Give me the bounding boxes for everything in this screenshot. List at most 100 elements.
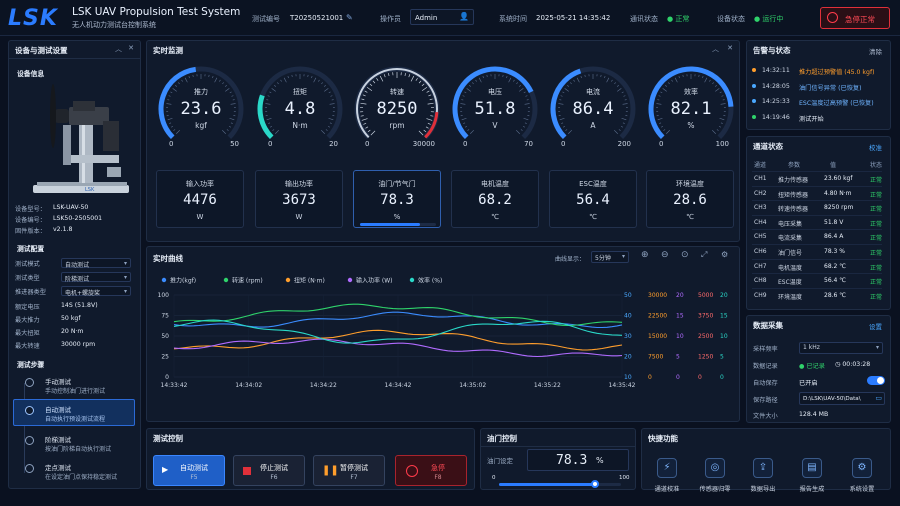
channel-value: 28.6 ℃ [824,291,847,299]
pause-test-button[interactable]: ❚❚ 暂停测试 F7 [313,455,385,486]
play-icon: ▶ [162,465,169,474]
channel-status: 正常 [870,264,883,272]
throttle-slider-handle[interactable] [590,480,599,488]
alarm-message: 油门信号异常 (已恢复) [799,84,862,92]
save-path-field[interactable]: D:\LSK\UAV-50\Data\ ▭ [799,392,885,405]
gauge-value: 8250 [376,99,418,119]
settings-icon[interactable]: ⚙ [721,250,729,259]
gauge-1: 扭矩 4.8 N·m 0 20 [254,63,346,155]
collapse-icon[interactable]: ︿ [115,45,122,53]
report-button[interactable]: ▤ 报告生成 [790,458,834,493]
right-axis-tick: 22500 [648,313,667,320]
size-value: 128.4 MB [799,411,829,418]
quick-label: 报告生成 [799,486,825,493]
step-manual[interactable]: 手动测试 手动控制油门进行测试 [23,374,147,398]
gauge-min: 0 [169,140,174,148]
acq-title: 数据采集 [753,321,783,330]
channel-id: CH9 [754,291,767,299]
channel-param: 电流采集 [778,235,803,243]
gauge-value: 23.6 [180,99,222,119]
channel-calibration-button[interactable]: ⚡ 通道校准 [645,458,689,493]
gauge-max: 70 [524,140,533,148]
y-tick: 75 [161,313,169,320]
reset-zoom-icon[interactable]: ⊙ [681,250,689,260]
channel-id: CH7 [754,262,767,270]
channel-status: 正常 [870,235,883,243]
auto-test-button[interactable]: ▶ 自动测试 F5 [153,455,225,486]
x-tick: 14:34:02 [235,382,262,389]
legend-dot [409,277,415,283]
sample-rate-select[interactable]: 1 kHz [799,342,883,354]
fullscreen-icon[interactable]: ⤢ [701,250,708,259]
estop-status-button[interactable]: 急停正常 [820,7,890,29]
gauge-min: 0 [365,140,370,148]
system-settings-button[interactable]: ⚙ 系统设置 [840,458,884,493]
acq-settings-button[interactable]: 设置 [869,323,882,331]
channel-status: 正常 [870,206,883,214]
folder-icon[interactable]: ▭ [875,394,882,402]
app-title-en: LSK UAV Propulsion Test System [72,6,241,18]
estop-button[interactable]: 急停 F8 [395,455,467,486]
test-type-select[interactable]: 阶梯测试 [61,272,131,283]
throttle-slider[interactable] [499,480,621,488]
alarm-time: 14:19:46 [762,113,790,121]
propeller-type-select[interactable]: 电机+螺旋桨 [61,286,131,297]
autosave-state: 已开启 [799,380,818,387]
channel-param: 推力传感器 [778,177,809,184]
time-range-select[interactable]: 5分钟 [591,251,629,263]
quick-title: 快捷功能 [648,434,678,443]
step-auto[interactable]: 自动测试 自动执行预设测试流程 [23,402,147,426]
step-ladder[interactable]: 阶梯测试 按油门阶梯自动执行测试 [23,432,147,456]
data-export-button[interactable]: ⇪ 数据导出 [741,458,785,493]
calibrate-button[interactable]: 校准 [869,144,882,152]
operator-label: 操作员 [380,15,401,23]
autosave-toggle[interactable] [867,376,885,385]
right-axis-tick: 15000 [648,333,667,340]
operator-value: Admin [415,14,438,22]
channel-param: 电机温度 [778,264,803,272]
motor-temp-card: 电机温度 68.2 ℃ [451,170,539,228]
stop-test-button[interactable]: 停止测试 F6 [233,455,305,486]
step-desc: 在设定油门点保持稳定测试 [45,474,118,481]
edit-icon[interactable]: ✎ [346,13,353,22]
right-axis-tick: 30 [624,333,632,340]
step-fixed[interactable]: 定点测试在设定油门点保持稳定测试 [23,460,147,484]
right-axis-tick: 20 [624,354,632,361]
operator-field[interactable]: Admin 👤 [410,9,474,25]
sensor-zero-button[interactable]: ◎ 传感器归零 [693,458,737,493]
alarm-item[interactable]: 14:25:33 ESC温度过高预警 (已恢复) [752,98,874,107]
alarm-message: 推力超过预警值 (45.0 kgf) [799,69,875,76]
gauge-min: 0 [561,140,566,148]
cfg-label: 推进器类型 [15,289,46,296]
alarm-panel: 告警与状态 清除 [746,40,891,130]
channel-status: 正常 [870,177,883,184]
close-icon[interactable]: ✕ [128,44,134,52]
model-value: LSK-UAV-50 [53,204,89,211]
test-mode-select[interactable]: 自动测试 [61,258,131,269]
channel-row: CH6 油门信号 78.3 % 正常 [752,244,882,258]
test-control-title: 测试控制 [153,434,183,443]
y-tick: 50 [161,333,169,340]
systime-value: 2025-05-21 14:35:42 [536,14,611,22]
zoom-out-icon[interactable]: ⊖ [661,250,669,260]
right-axis-tick: 1250 [698,354,713,361]
throttle-input[interactable]: 78.3 % [527,449,629,471]
channel-param: 转速传感器 [778,206,809,214]
test-no-value[interactable]: T20250521001 [290,14,344,22]
alarm-item[interactable]: 14:19:46 测试开始 [752,113,824,123]
hotkey: F6 [270,474,278,481]
x-tick: 14:34:42 [385,382,412,389]
channel-param: 油门信号 [778,250,803,257]
right-axis-tick: 0 [648,374,652,381]
zoom-in-icon[interactable]: ⊕ [641,250,649,260]
alarm-item[interactable]: 14:28:05 油门信号异常 (已恢复) [752,83,861,92]
alarm-item[interactable]: 14:32:11 推力超过预警值 (45.0 kgf) [752,67,875,76]
collapse-icon[interactable]: ︿ [712,45,719,53]
throttle-value: 78.3 [556,453,588,468]
close-icon[interactable]: ✕ [727,44,733,52]
step-title: 阶梯测试 [45,436,71,444]
alarm-time: 14:32:11 [762,67,790,74]
step-title: 定点测试 [45,464,71,472]
clear-alarms-button[interactable]: 清除 [869,48,882,56]
hotkey: F5 [190,474,198,481]
